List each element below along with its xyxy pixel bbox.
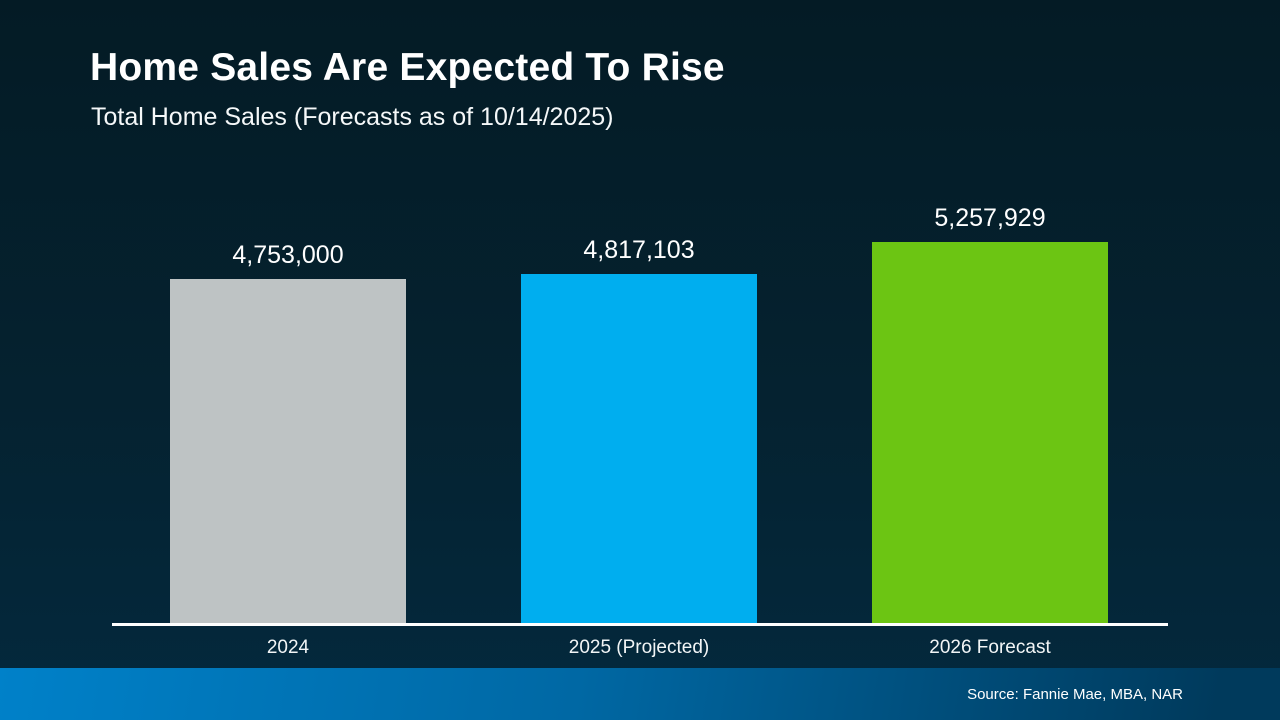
value-label-2024: 4,753,000	[232, 241, 344, 269]
bar-group-2025-projected: 4,817,103	[521, 236, 757, 623]
value-label-2025-projected: 4,817,103	[583, 236, 695, 264]
category-label-2024: 2024	[266, 637, 310, 658]
x-axis-line	[112, 623, 1168, 626]
source-text: Source: Fannie Mae, MBA, NAR	[967, 685, 1183, 703]
category-label-2025-projected: 2025 (Projected)	[568, 637, 710, 658]
bar-group-2026-forecast: 5,257,929	[872, 204, 1108, 623]
chart-subtitle: Total Home Sales (Forecasts as of 10/14/…	[91, 103, 614, 131]
chart-title: Home Sales Are Expected To Rise	[90, 46, 725, 89]
bar-2024	[170, 279, 406, 623]
bar-group-2024: 4,753,000	[170, 241, 406, 623]
bar-2026-forecast	[872, 242, 1108, 623]
category-label-2026-forecast: 2026 Forecast	[929, 637, 1051, 658]
bar-2025-projected	[521, 274, 757, 623]
footer-bar: Source: Fannie Mae, MBA, NAR	[0, 668, 1280, 720]
value-label-2026-forecast: 5,257,929	[934, 204, 1046, 232]
